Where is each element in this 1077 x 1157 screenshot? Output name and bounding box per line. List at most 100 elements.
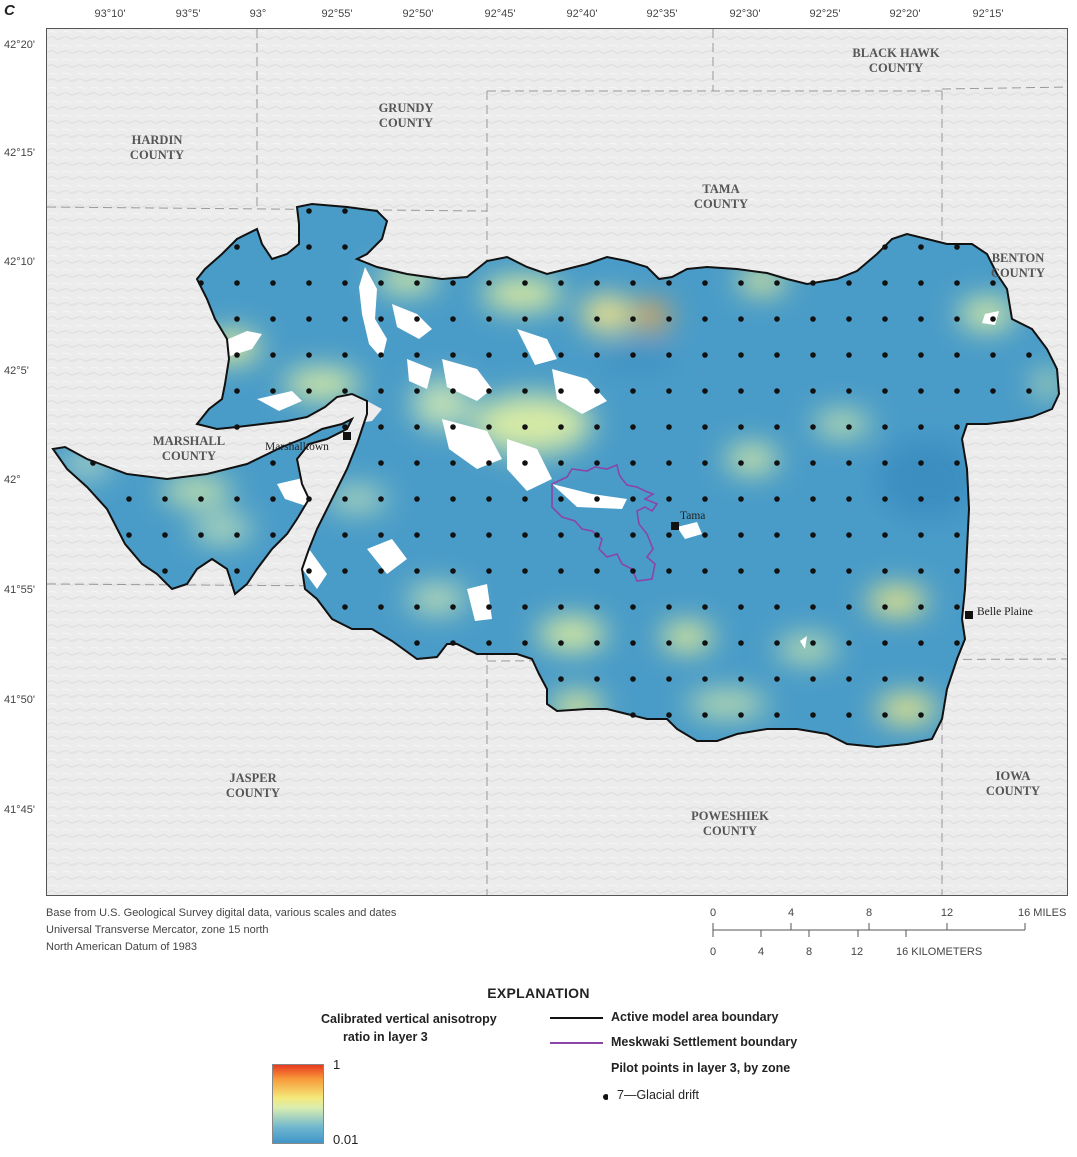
pilot-point — [882, 280, 888, 286]
pilot-point — [810, 352, 816, 358]
county-label-grundy: GRUNDY COUNTY — [378, 101, 434, 130]
pilot-point — [918, 316, 924, 322]
pilot-point — [738, 316, 744, 322]
pilot-point — [774, 460, 780, 466]
pilot-point — [234, 280, 240, 286]
pilot-point — [954, 388, 960, 394]
pilot-point — [270, 496, 276, 502]
pilot-point — [810, 640, 816, 646]
pilot-point — [738, 388, 744, 394]
county-line — [47, 206, 488, 212]
pilot-point — [918, 712, 924, 718]
pilot-point — [234, 244, 240, 250]
pilot-point — [198, 280, 204, 286]
unmodeled-area — [677, 522, 702, 539]
pilot-point — [846, 676, 852, 682]
belle-plaine-marker — [965, 611, 973, 619]
pilot-point — [666, 316, 672, 322]
pilot-point — [342, 568, 348, 574]
credit-line: North American Datum of 1983 — [46, 941, 198, 953]
pilot-point — [918, 244, 924, 250]
pilot-point — [594, 460, 600, 466]
pilot-point — [918, 424, 924, 430]
pilot-point — [162, 568, 168, 574]
pilot-point — [774, 316, 780, 322]
pilot-point — [342, 208, 348, 214]
pilot-point — [342, 280, 348, 286]
pilot-point — [522, 568, 528, 574]
anisotropy-patch — [192, 515, 252, 543]
pilot-point — [702, 568, 708, 574]
pilot-point — [234, 388, 240, 394]
pilot-point — [810, 604, 816, 610]
pilot-point — [954, 640, 960, 646]
pilot-point — [558, 352, 564, 358]
pilot-point — [702, 532, 708, 538]
longitude-tick: 92°35' — [646, 8, 678, 20]
pilot-point — [882, 496, 888, 502]
pilot-point — [954, 532, 960, 538]
pilot-point — [414, 388, 420, 394]
pilot-point — [702, 640, 708, 646]
pilot-point — [126, 496, 132, 502]
pilot-point — [810, 280, 816, 286]
town-label-tama: Tama — [680, 510, 706, 522]
pilot-point — [774, 712, 780, 718]
pilot-point — [522, 496, 528, 502]
unmodeled-area — [507, 439, 552, 491]
pilot-point — [738, 460, 744, 466]
pilot-point — [882, 604, 888, 610]
pilot-point — [738, 424, 744, 430]
pilot-point — [378, 388, 384, 394]
pilot-point — [702, 676, 708, 682]
pilot-point — [522, 280, 528, 286]
pilot-point — [846, 640, 852, 646]
pilot-point — [486, 388, 492, 394]
pilot-point — [378, 352, 384, 358]
pilot-point — [774, 604, 780, 610]
pilot-point — [774, 676, 780, 682]
pilot-point — [486, 496, 492, 502]
pilot-point — [738, 568, 744, 574]
pilot-point — [306, 280, 312, 286]
pilot-point — [270, 352, 276, 358]
pilot-point — [522, 316, 528, 322]
legend-symbols — [550, 1017, 608, 1100]
pilot-point — [594, 640, 600, 646]
pilot-point — [378, 568, 384, 574]
pilot-point — [774, 388, 780, 394]
scale-km-label: 4 — [757, 946, 765, 958]
pilot-point — [270, 388, 276, 394]
pilot-point — [162, 496, 168, 502]
longitude-tick: 93°10' — [94, 8, 126, 20]
pilot-point — [630, 496, 636, 502]
scale-miles-label: 12 — [940, 907, 954, 919]
pilot-point — [954, 352, 960, 358]
county-label-tama: TAMA COUNTY — [693, 182, 749, 211]
pilot-point — [846, 280, 852, 286]
pilot-point — [414, 496, 420, 502]
pilot-point — [414, 460, 420, 466]
pilot-point — [630, 640, 636, 646]
colorbar-max-label: 1 — [333, 1057, 341, 1072]
pilot-point — [918, 532, 924, 538]
pilot-point — [414, 424, 420, 430]
pilot-point — [738, 640, 744, 646]
pilot-point — [306, 352, 312, 358]
pilot-point — [810, 532, 816, 538]
pilot-point — [666, 532, 672, 538]
pilot-point — [378, 496, 384, 502]
pilot-point — [666, 568, 672, 574]
pilot-point — [630, 424, 636, 430]
pilot-point — [882, 568, 888, 574]
pilot-point — [774, 532, 780, 538]
anisotropy-patch — [814, 412, 870, 436]
pilot-point — [810, 676, 816, 682]
pilot-point — [918, 496, 924, 502]
pilot-point — [882, 460, 888, 466]
pilot-point — [306, 568, 312, 574]
pilot-point — [558, 316, 564, 322]
pilot-point — [954, 424, 960, 430]
longitude-tick: 92°45' — [484, 8, 516, 20]
explanation-title: EXPLANATION — [487, 985, 590, 1001]
